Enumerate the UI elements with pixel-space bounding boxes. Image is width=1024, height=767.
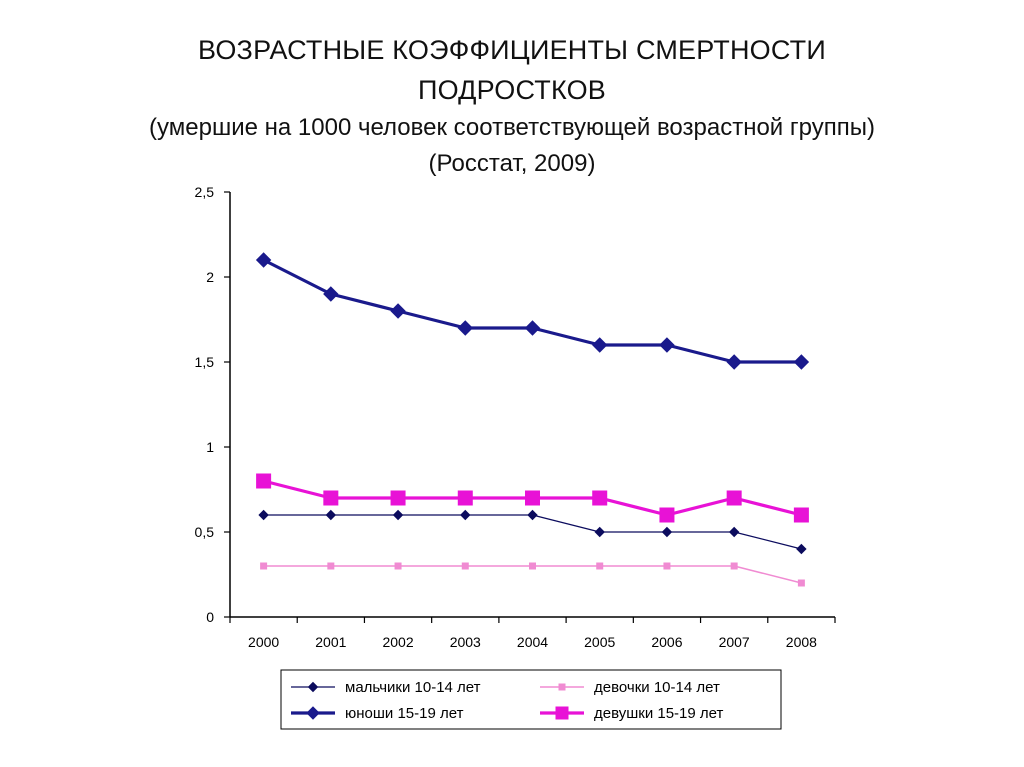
y-axis-ticks: 0 0,5 1 1,5 2 2,5 [195,184,230,625]
data-point [663,562,671,570]
data-point [258,509,269,521]
y-tick-label: 0 [206,609,214,625]
x-tick-label: 2006 [651,634,682,650]
x-tick-label: 2003 [450,634,481,650]
data-point [457,320,473,336]
series-2 [260,562,805,587]
data-point [260,562,268,570]
series-layer [255,252,810,587]
data-point [594,526,605,538]
chart-title-line-2: ПОДРОСТКОВ [417,75,607,105]
data-point [461,562,469,570]
legend-marker [307,681,319,693]
legend-entry: девочки 10-14 лет [540,679,720,696]
series-line [262,258,802,364]
data-point [457,490,473,506]
data-point [525,490,540,506]
title-block: ВОЗРАСТНЫЕ КОЭФФИЦИЕНТЫ СМЕРТНОСТИ ПОДРО… [0,30,1024,182]
data-point [596,562,604,570]
data-point [726,490,742,506]
legend-marker [306,706,320,720]
x-tick-label: 2008 [786,634,817,650]
legend-label: девушки 15-19 лет [594,705,724,722]
data-point [524,320,541,336]
data-point [390,303,406,319]
data-point [659,337,675,353]
data-point [793,507,809,523]
legend-marker [555,706,569,720]
series-4 [256,473,809,523]
data-point [256,473,272,489]
data-point [726,354,742,370]
x-tick-label: 2005 [584,634,615,650]
chart-subtitle-line-1: (умершие на 1000 человек соответствующей… [149,114,875,141]
x-tick-label: 2007 [719,634,750,650]
legend-marker [558,683,566,691]
data-point [797,579,805,587]
data-point [394,562,402,570]
data-point [323,286,339,302]
data-point [592,490,608,506]
data-point [327,562,335,570]
series-1 [258,509,807,555]
x-tick-label: 2004 [517,634,548,650]
data-point [796,543,807,555]
y-tick-label: 1 [206,439,214,455]
chart-subtitle-line-2: (Росстат, 2009) [428,150,596,177]
data-point [529,562,536,570]
legend-label: мальчики 10-14 лет [345,679,481,696]
x-tick-label: 2002 [382,634,413,650]
data-point [527,509,538,521]
y-tick-label: 2,5 [195,184,215,200]
series-3 [255,252,810,370]
y-tick-label: 1,5 [195,354,215,370]
data-point [659,507,675,523]
data-point [460,509,471,521]
data-point [323,490,339,506]
x-axis-ticks: 2000 2001 2002 2003 2004 2005 2006 2007 2008 [229,617,836,650]
data-point [390,490,406,506]
x-tick-label: 2000 [248,634,279,650]
chart-title-line-1: ВОЗРАСТНЫЕ КОЭФФИЦИЕНТЫ СМЕРТНОСТИ [198,35,826,65]
legend-entry: мальчики 10-14 лет [291,679,481,696]
x-tick-label: 2001 [315,634,346,650]
data-point [661,526,673,538]
legend-label: девочки 10-14 лет [594,679,720,696]
legend-entry: девушки 15-19 лет [540,705,724,722]
data-point [793,354,810,370]
legend-entry: юноши 15-19 лет [291,705,464,722]
y-tick-label: 2 [206,269,214,285]
data-point [392,509,404,521]
data-point [592,337,608,353]
legend-label: юноши 15-19 лет [345,705,464,722]
data-point [728,526,740,538]
data-point [730,562,738,570]
data-point [255,252,272,268]
data-point [325,509,337,521]
y-tick-label: 0,5 [195,524,215,540]
chart-axes [229,192,835,618]
legend-box [280,669,782,730]
chart-legend: мальчики 10-14 лет девочки 10-14 лет юноши… [280,669,782,730]
